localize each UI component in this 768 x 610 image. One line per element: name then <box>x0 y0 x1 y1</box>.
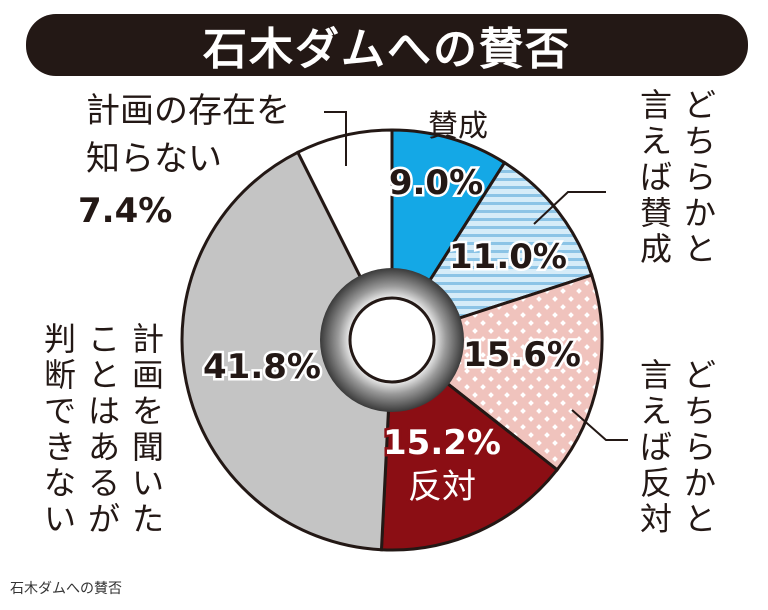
svg-text:と: と <box>684 500 716 538</box>
svg-text:ち: ち <box>684 122 716 160</box>
label-shiranai-2: 知らない <box>86 139 222 179</box>
leader-shiranai <box>324 111 347 166</box>
label-sansei: 賛成 <box>428 109 488 144</box>
data-label-0: 9.0% <box>389 163 483 203</box>
caption: 石木ダムへの賛否 <box>10 581 122 597</box>
leader-dochiraka-sansei <box>533 191 606 225</box>
donut-hole <box>348 296 436 384</box>
svg-text:き: き <box>44 428 76 466</box>
svg-text:成: 成 <box>640 230 672 268</box>
svg-text:え: え <box>640 122 672 160</box>
svg-text:か: か <box>684 194 716 232</box>
svg-text:か: か <box>684 464 716 502</box>
svg-text:断: 断 <box>44 356 76 394</box>
data-label-5: 7.4% <box>78 191 172 231</box>
svg-text:が: が <box>88 500 120 538</box>
svg-text:反: 反 <box>640 464 672 502</box>
svg-text:ち: ち <box>684 392 716 430</box>
svg-text:聞: 聞 <box>132 428 164 466</box>
data-label-2: 15.6% <box>463 335 581 375</box>
svg-text:ば: ば <box>640 428 672 466</box>
chart-title: 石木ダムへの賛否 <box>26 14 748 76</box>
label-hantai-inner: 反対 <box>408 467 476 507</box>
svg-text:と: と <box>88 356 120 394</box>
svg-text:と: と <box>684 230 716 268</box>
svg-text:対: 対 <box>640 500 672 538</box>
svg-text:判: 判 <box>44 320 76 358</box>
label-shiranai-1: 計画の存在を <box>86 91 290 131</box>
svg-text:ど: ど <box>684 356 716 394</box>
donut-chart: 9.0% 11.0% 15.6% 15.2% 41.8% 反対 賛成 7.4% 計画の存在を知ら… <box>44 86 716 552</box>
svg-text:計: 計 <box>132 320 164 358</box>
data-label-1: 11.0% <box>449 237 567 277</box>
svg-text:ば: ば <box>640 158 672 196</box>
leader-dochiraka-hantai <box>571 409 628 441</box>
svg-text:る: る <box>88 464 120 502</box>
svg-text:を: を <box>132 392 164 430</box>
svg-text:こ: こ <box>88 320 120 358</box>
svg-text:ら: ら <box>684 428 716 466</box>
data-label-4: 41.8% <box>203 347 321 387</box>
svg-text:え: え <box>640 392 672 430</box>
svg-text:言: 言 <box>640 356 672 394</box>
svg-text:い: い <box>44 500 76 538</box>
svg-text:賛: 賛 <box>640 194 672 232</box>
svg-text:い: い <box>132 464 164 502</box>
svg-text:た: た <box>132 500 164 538</box>
chart-frame: 石木ダムへの賛否 9.0% 11.0% 15.6% 15.2% 41.8% 反対 賛成 7.4… <box>6 6 762 568</box>
svg-text:ら: ら <box>684 158 716 196</box>
svg-text:ど: ど <box>684 86 716 124</box>
svg-text:あ: あ <box>88 428 120 466</box>
svg-text:画: 画 <box>132 356 164 394</box>
svg-text:な: な <box>44 464 76 502</box>
pie-slice-4 <box>180 150 394 552</box>
svg-text:言: 言 <box>640 86 672 124</box>
svg-text:は: は <box>88 392 120 430</box>
svg-text:で: で <box>44 392 76 430</box>
data-label-3: 15.2% <box>383 423 501 463</box>
